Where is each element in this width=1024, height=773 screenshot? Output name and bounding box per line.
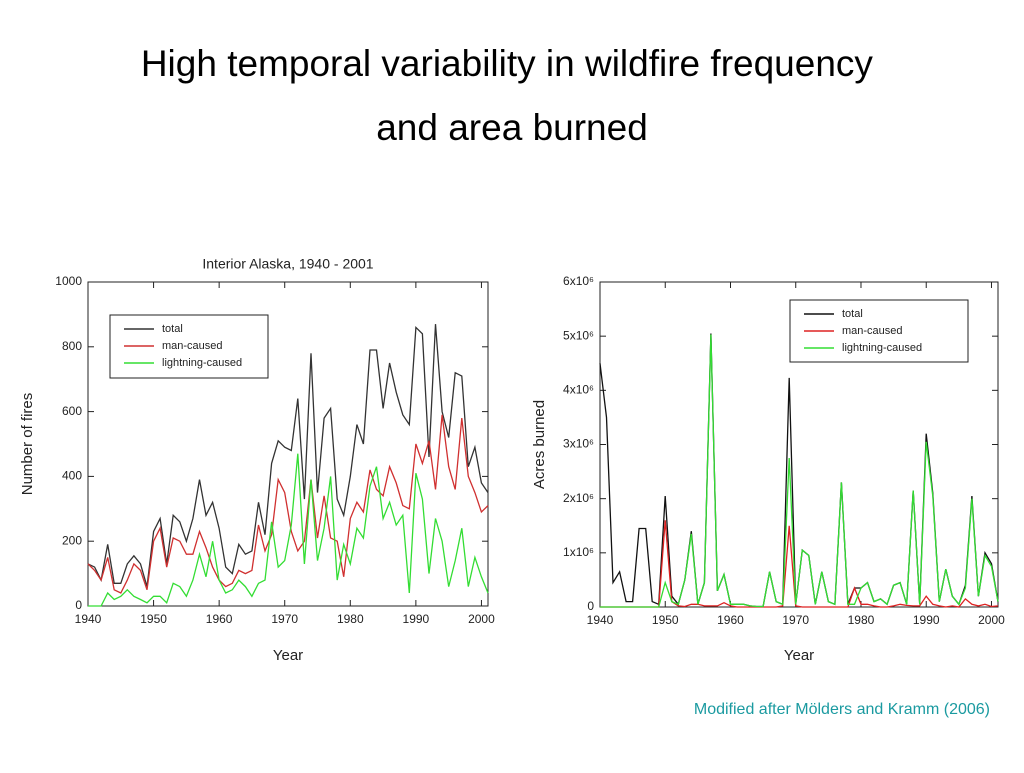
x-axis-label: Year [273, 647, 303, 664]
y-tick-label: 200 [62, 533, 82, 547]
x-tick-label: 2000 [978, 613, 1005, 627]
y-tick-label: 800 [62, 339, 82, 353]
y-axis-label: Number of fires [19, 393, 36, 496]
x-tick-label: 1990 [913, 613, 940, 627]
x-axis-label: Year [784, 647, 814, 664]
x-tick-label: 1940 [75, 612, 102, 626]
x-tick-label: 1960 [717, 613, 744, 627]
legend-label: total [162, 323, 183, 335]
y-tick-label: 400 [62, 469, 82, 483]
y-tick-label: 3x10⁶ [563, 437, 594, 451]
x-tick-label: 1990 [403, 612, 430, 626]
y-tick-label: 0 [75, 598, 82, 612]
x-tick-label: 1950 [652, 613, 679, 627]
footnote: Modified after Mölders and Kramm (2006) [694, 701, 990, 718]
y-axis-label: Acres burned [531, 400, 548, 489]
series-line [599, 333, 999, 608]
y-tick-label: 2x10⁶ [563, 491, 594, 505]
y-tick-label: 4x10⁶ [563, 383, 594, 397]
x-tick-label: 1980 [848, 613, 875, 627]
legend-label: man-caused [842, 325, 903, 337]
plot-frame [87, 281, 489, 607]
y-tick-label: 5x10⁶ [563, 328, 594, 342]
slide-title: High temporal variability in wildfire fr… [141, 43, 883, 148]
series-line [88, 453, 489, 607]
legend-label: lightning-caused [842, 342, 922, 354]
legend-label: man-caused [162, 340, 223, 352]
y-tick-label: 1000 [55, 274, 82, 288]
series-line [600, 334, 999, 608]
series-line [600, 520, 999, 608]
chart-title: Interior Alaska, 1940 - 2001 [202, 256, 373, 272]
legend-label: total [842, 308, 863, 320]
y-tick-label: 1x10⁶ [563, 545, 594, 559]
x-tick-label: 1960 [206, 612, 233, 626]
series-line [87, 324, 489, 587]
y-tick-label: 0 [587, 599, 594, 613]
x-tick-label: 1980 [337, 612, 364, 626]
y-tick-label: 600 [62, 404, 82, 418]
x-tick-label: 1940 [587, 613, 614, 627]
x-tick-label: 1970 [271, 612, 298, 626]
x-tick-label: 1970 [782, 613, 809, 627]
legend-label: lightning-caused [162, 357, 242, 369]
y-tick-label: 6x10⁶ [563, 274, 594, 288]
x-tick-label: 1950 [140, 612, 167, 626]
x-tick-label: 2000 [468, 612, 495, 626]
series-line [87, 414, 489, 594]
